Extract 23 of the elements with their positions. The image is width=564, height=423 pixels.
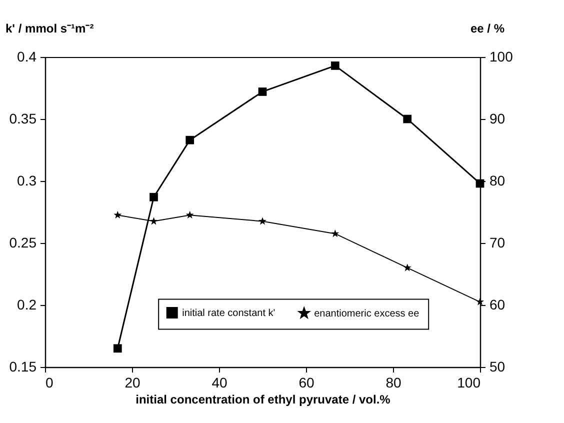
y-axis-title: k' / mmol s⁻¹m⁻² (6, 22, 94, 36)
x-tick-label: 20 (124, 374, 140, 390)
legend-label: enantiomeric excess ee (314, 308, 420, 320)
y2-tick-label: 50 (490, 358, 506, 374)
x-tick-label: 100 (457, 374, 481, 390)
y2-tick-label: 60 (490, 296, 506, 312)
y2-axis-title: ee / % (470, 22, 505, 36)
y-tick-label: 0.4 (17, 48, 37, 64)
x-axis-title: initial concentration of ethyl pyruvate / vol.% (136, 392, 391, 406)
y-tick-label: 0.3 (17, 172, 37, 188)
y2-tick-label: 100 (490, 48, 514, 64)
legend-label: initial rate constant k' (182, 308, 276, 319)
y2-tick-label: 70 (490, 234, 506, 250)
y-tick-label: 0.35 (9, 110, 37, 126)
x-tick-label: 80 (386, 374, 402, 390)
x-tick-label: 40 (212, 374, 228, 390)
y2-tick-label: 80 (490, 172, 506, 188)
y-tick-label: 0.25 (9, 234, 37, 250)
x-tick-label: 0 (46, 374, 54, 390)
y2-tick-label: 90 (490, 110, 506, 126)
y-tick-label: 0.15 (9, 358, 37, 374)
y-tick-label: 0.2 (17, 296, 37, 312)
x-tick-label: 60 (298, 374, 314, 390)
